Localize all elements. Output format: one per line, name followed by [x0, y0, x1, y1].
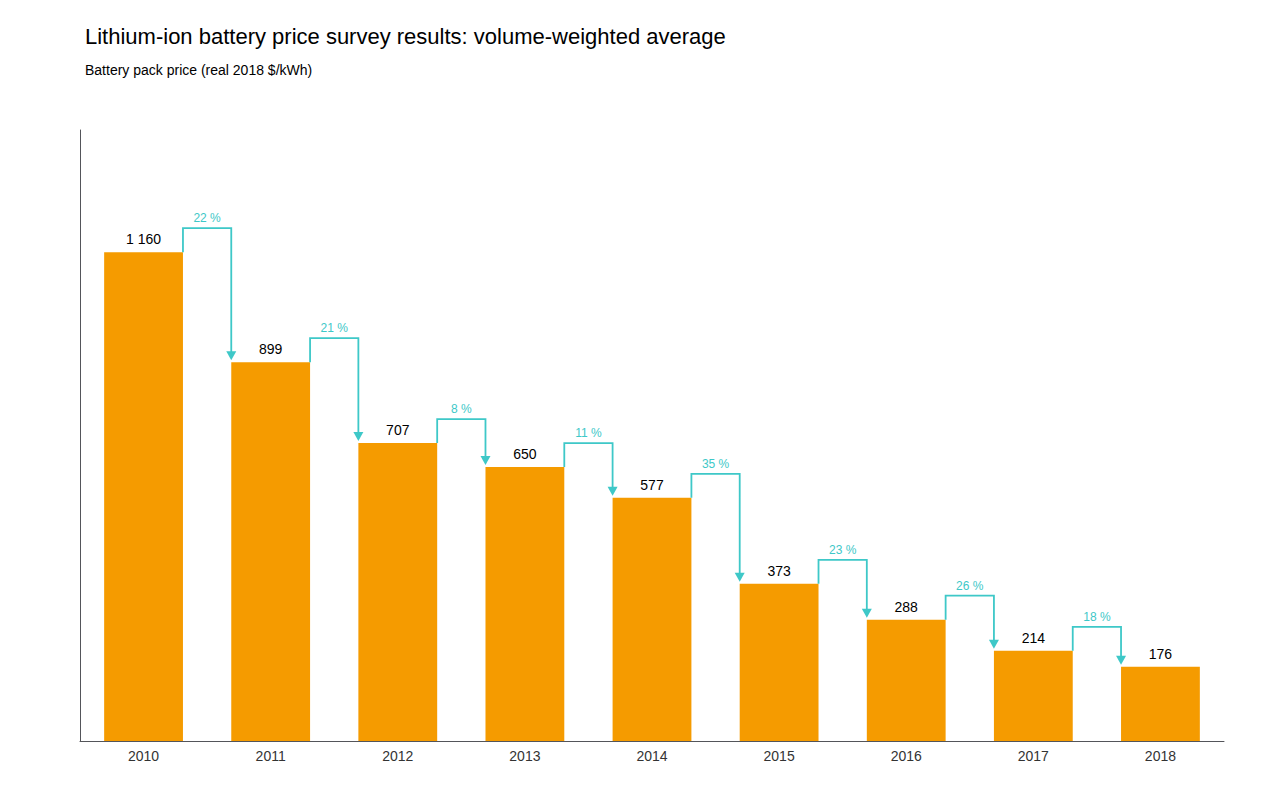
svg-text:2013: 2013 — [509, 748, 540, 764]
svg-text:8 %: 8 % — [451, 402, 472, 416]
svg-text:22 %: 22 % — [193, 211, 221, 225]
svg-text:2012: 2012 — [382, 748, 413, 764]
svg-text:23 %: 23 % — [829, 543, 857, 557]
svg-text:26 %: 26 % — [956, 579, 984, 593]
svg-text:214: 214 — [1022, 630, 1046, 646]
svg-text:373: 373 — [767, 563, 791, 579]
svg-text:1 160: 1 160 — [126, 231, 161, 247]
svg-text:650: 650 — [513, 446, 537, 462]
svg-text:Battery pack price (real 2018: Battery pack price (real 2018 $/kWh) — [85, 62, 312, 78]
svg-text:18 %: 18 % — [1083, 610, 1111, 624]
svg-text:288: 288 — [895, 599, 919, 615]
svg-text:2011: 2011 — [256, 748, 286, 764]
svg-text:21 %: 21 % — [321, 321, 349, 335]
svg-text:2017: 2017 — [1018, 748, 1049, 764]
svg-text:176: 176 — [1149, 646, 1173, 662]
svg-text:899: 899 — [259, 341, 283, 357]
svg-text:2014: 2014 — [636, 748, 667, 764]
svg-text:Lithium-ion battery price surv: Lithium-ion battery price survey results… — [85, 24, 726, 49]
svg-text:2016: 2016 — [891, 748, 922, 764]
svg-text:2010: 2010 — [128, 748, 159, 764]
svg-text:35 %: 35 % — [702, 457, 730, 471]
svg-text:707: 707 — [386, 422, 410, 438]
svg-text:2015: 2015 — [764, 748, 795, 764]
svg-text:11 %: 11 % — [575, 426, 602, 440]
svg-text:2018: 2018 — [1145, 748, 1176, 764]
svg-text:577: 577 — [640, 477, 664, 493]
